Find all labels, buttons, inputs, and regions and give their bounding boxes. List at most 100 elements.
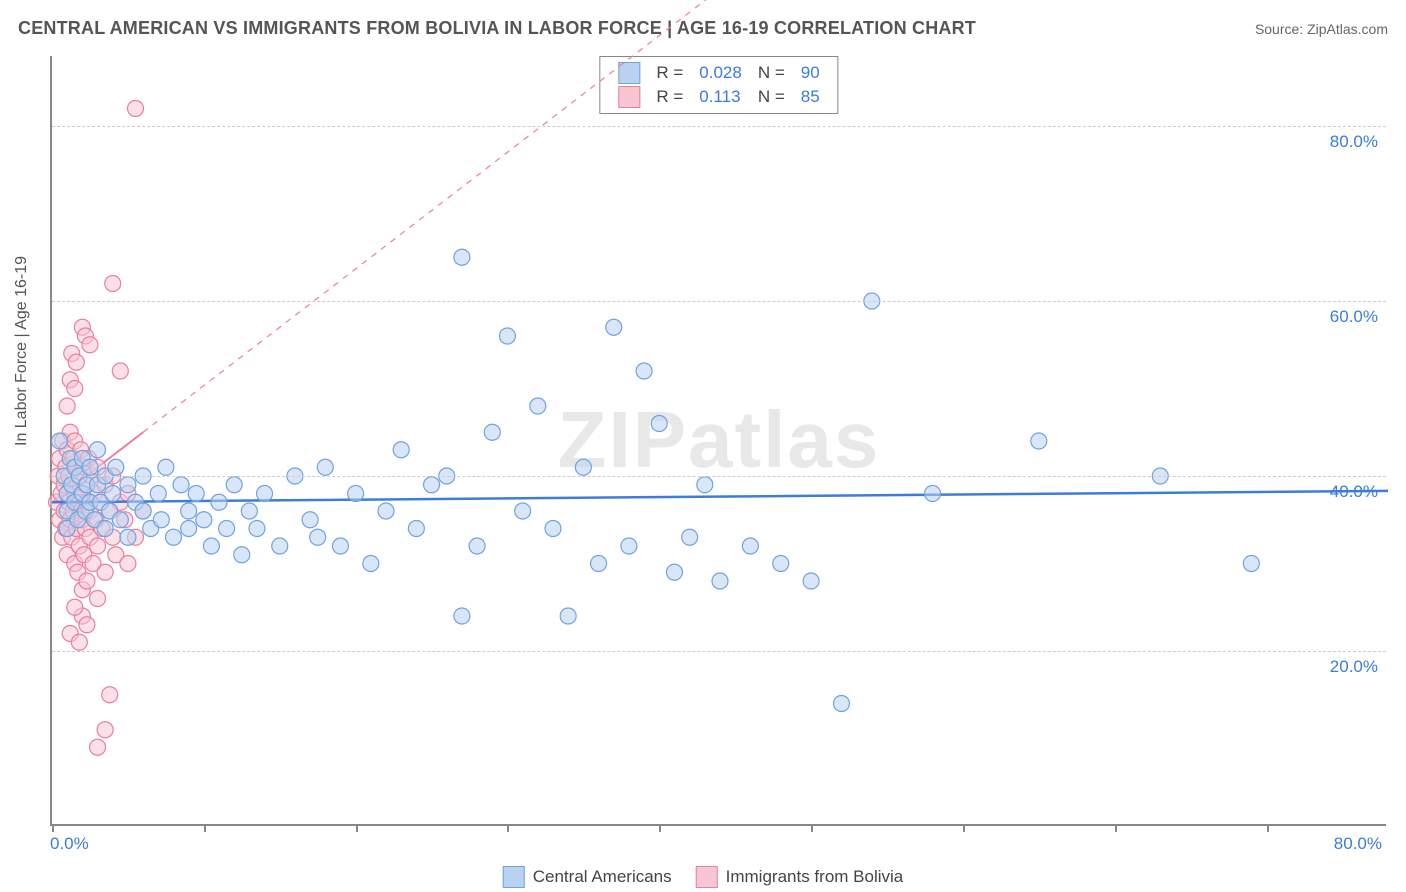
data-point-central — [181, 503, 197, 519]
data-point-central — [97, 521, 113, 537]
data-point-bolivia — [90, 591, 106, 607]
data-point-central — [682, 529, 698, 545]
data-point-bolivia — [79, 573, 95, 589]
data-point-central — [108, 459, 124, 475]
source-attribution: Source: ZipAtlas.com — [1255, 21, 1388, 37]
data-point-central — [52, 433, 68, 449]
data-point-central — [499, 328, 515, 344]
data-point-central — [226, 477, 242, 493]
data-point-central — [651, 416, 667, 432]
data-point-central — [158, 459, 174, 475]
legend-item-bolivia: Immigrants from Bolivia — [696, 866, 904, 888]
data-point-central — [211, 494, 227, 510]
x-tick-mark — [356, 824, 358, 832]
data-point-central — [712, 573, 728, 589]
data-point-bolivia — [120, 556, 136, 572]
data-point-central — [424, 477, 440, 493]
series-legend: Central Americans Immigrants from Bolivi… — [503, 866, 904, 888]
gridline-h — [52, 476, 1386, 477]
data-point-central — [515, 503, 531, 519]
data-point-central — [469, 538, 485, 554]
data-point-central — [120, 529, 136, 545]
data-point-bolivia — [90, 538, 106, 554]
data-point-central — [317, 459, 333, 475]
data-point-bolivia — [105, 276, 121, 292]
data-point-central — [188, 486, 204, 502]
data-point-central — [272, 538, 288, 554]
data-point-central — [454, 608, 470, 624]
data-point-bolivia — [68, 354, 84, 370]
plot-svg — [52, 56, 1386, 824]
y-tick-label: 20.0% — [1330, 657, 1378, 677]
y-tick-label: 80.0% — [1330, 132, 1378, 152]
data-point-central — [560, 608, 576, 624]
data-point-central — [621, 538, 637, 554]
chart-title: CENTRAL AMERICAN VS IMMIGRANTS FROM BOLI… — [18, 18, 976, 39]
data-point-central — [530, 398, 546, 414]
trend-line-dashed-bolivia — [143, 0, 1388, 432]
data-point-central — [241, 503, 257, 519]
legend-item-central: Central Americans — [503, 866, 672, 888]
data-point-central — [219, 521, 235, 537]
x-tick-mark — [204, 824, 206, 832]
data-point-central — [135, 503, 151, 519]
x-tick-label-start: 0.0% — [50, 834, 89, 854]
data-point-central — [454, 249, 470, 265]
data-point-central — [196, 512, 212, 528]
data-point-central — [803, 573, 819, 589]
data-point-central — [257, 486, 273, 502]
x-tick-mark — [1115, 824, 1117, 832]
data-point-central — [697, 477, 713, 493]
legend-swatch-bolivia — [696, 866, 718, 888]
data-point-central — [90, 442, 106, 458]
data-point-central — [348, 486, 364, 502]
legend-label-central: Central Americans — [533, 867, 672, 887]
data-point-central — [666, 564, 682, 580]
data-point-bolivia — [90, 739, 106, 755]
x-tick-mark — [659, 824, 661, 832]
legend-label-bolivia: Immigrants from Bolivia — [726, 867, 904, 887]
data-point-central — [484, 424, 500, 440]
data-point-central — [332, 538, 348, 554]
gridline-h — [52, 301, 1386, 302]
data-point-bolivia — [128, 101, 144, 117]
y-tick-label: 60.0% — [1330, 307, 1378, 327]
data-point-bolivia — [67, 599, 83, 615]
data-point-central — [234, 547, 250, 563]
source-name: ZipAtlas.com — [1307, 21, 1388, 37]
data-point-bolivia — [97, 722, 113, 738]
y-axis-label: In Labor Force | Age 16-19 — [13, 256, 31, 446]
data-point-central — [173, 477, 189, 493]
data-point-central — [591, 556, 607, 572]
data-point-central — [636, 363, 652, 379]
plot-area: ZIPatlas R = 0.028 N = 90 R = 0.113 N = … — [50, 56, 1386, 826]
title-bar: CENTRAL AMERICAN VS IMMIGRANTS FROM BOLI… — [18, 18, 1388, 39]
data-point-bolivia — [59, 398, 75, 414]
data-point-central — [181, 521, 197, 537]
data-point-central — [1243, 556, 1259, 572]
data-point-bolivia — [67, 381, 83, 397]
data-point-central — [310, 529, 326, 545]
data-point-bolivia — [79, 617, 95, 633]
x-tick-mark — [963, 824, 965, 832]
data-point-central — [545, 521, 561, 537]
data-point-central — [249, 521, 265, 537]
x-tick-mark — [52, 824, 54, 832]
data-point-central — [773, 556, 789, 572]
data-point-central — [150, 486, 166, 502]
trend-line-central — [52, 491, 1388, 502]
data-point-bolivia — [102, 687, 118, 703]
data-point-central — [393, 442, 409, 458]
x-tick-mark — [1267, 824, 1269, 832]
chart-container: CENTRAL AMERICAN VS IMMIGRANTS FROM BOLI… — [0, 0, 1406, 892]
data-point-central — [925, 486, 941, 502]
x-tick-mark — [811, 824, 813, 832]
x-tick-label-end: 80.0% — [1334, 834, 1382, 854]
y-tick-label: 40.0% — [1330, 482, 1378, 502]
data-point-central — [833, 696, 849, 712]
data-point-central — [302, 512, 318, 528]
data-point-central — [153, 512, 169, 528]
data-point-bolivia — [97, 564, 113, 580]
data-point-central — [105, 486, 121, 502]
data-point-central — [742, 538, 758, 554]
